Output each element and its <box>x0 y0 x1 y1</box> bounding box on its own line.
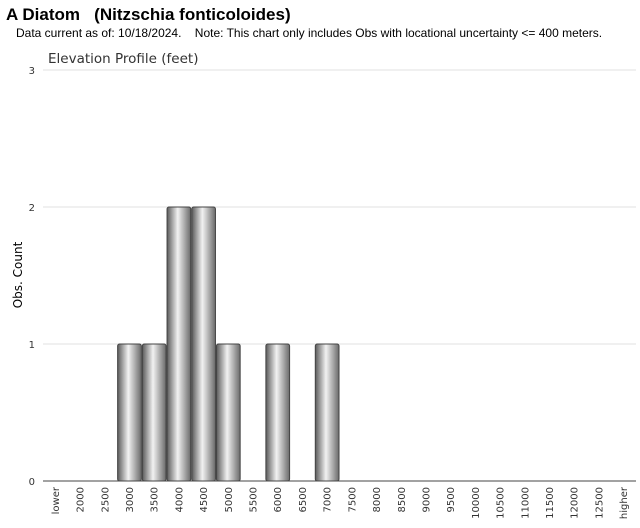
x-tick-label: 10500 <box>496 487 507 519</box>
x-tick-label: lower <box>51 486 62 514</box>
x-tick-label: 8500 <box>397 487 408 512</box>
y-tick-label: 2 <box>29 203 35 214</box>
bar-6000[interactable] <box>265 343 291 482</box>
x-tick-label: 12500 <box>594 487 605 519</box>
x-tick-label: 7500 <box>347 487 358 512</box>
chart-subtitle: Data current as of: 10/18/2024. Note: Th… <box>16 26 603 40</box>
x-tick-label: 12000 <box>570 487 581 519</box>
x-tick-label: 4500 <box>199 487 210 512</box>
x-tick-label: 5000 <box>224 487 235 512</box>
x-tick-label: 5500 <box>249 487 260 512</box>
x-tick-label: 9000 <box>421 487 432 512</box>
x-tick-label: 2000 <box>76 487 87 512</box>
bar-3500[interactable] <box>141 343 167 482</box>
x-tick-label: 2500 <box>100 487 111 512</box>
x-tick-label: 10000 <box>471 487 482 519</box>
x-tick-label: 3500 <box>150 487 161 512</box>
x-tick-label: 11000 <box>520 487 531 519</box>
bar-7000[interactable] <box>314 343 340 482</box>
y-tick-label: 3 <box>29 66 35 77</box>
bar-3000[interactable] <box>117 343 142 482</box>
bar-4000[interactable] <box>166 206 192 482</box>
y-tick-label: 0 <box>29 477 35 488</box>
bar-4500[interactable] <box>191 206 216 482</box>
x-tick-label: 8000 <box>372 487 383 512</box>
y-axis-label: Obs. Count <box>11 241 25 308</box>
x-tick-label: 6500 <box>298 487 309 512</box>
x-tick-label: 9500 <box>446 487 457 512</box>
y-tick-label: 1 <box>29 340 35 351</box>
x-tick-label: 11500 <box>545 487 556 519</box>
x-tick-label: 3000 <box>125 487 136 512</box>
x-tick-label: 7000 <box>323 487 334 512</box>
bar-5000[interactable] <box>215 343 241 482</box>
x-tick-label: higher <box>619 486 630 519</box>
x-tick-label: 6000 <box>273 487 284 512</box>
x-tick-label: 4000 <box>174 487 185 512</box>
plot-title: Elevation Profile (feet) <box>48 51 198 67</box>
chart-title: A Diatom (Nitzschia fonticoloides) <box>6 5 291 24</box>
